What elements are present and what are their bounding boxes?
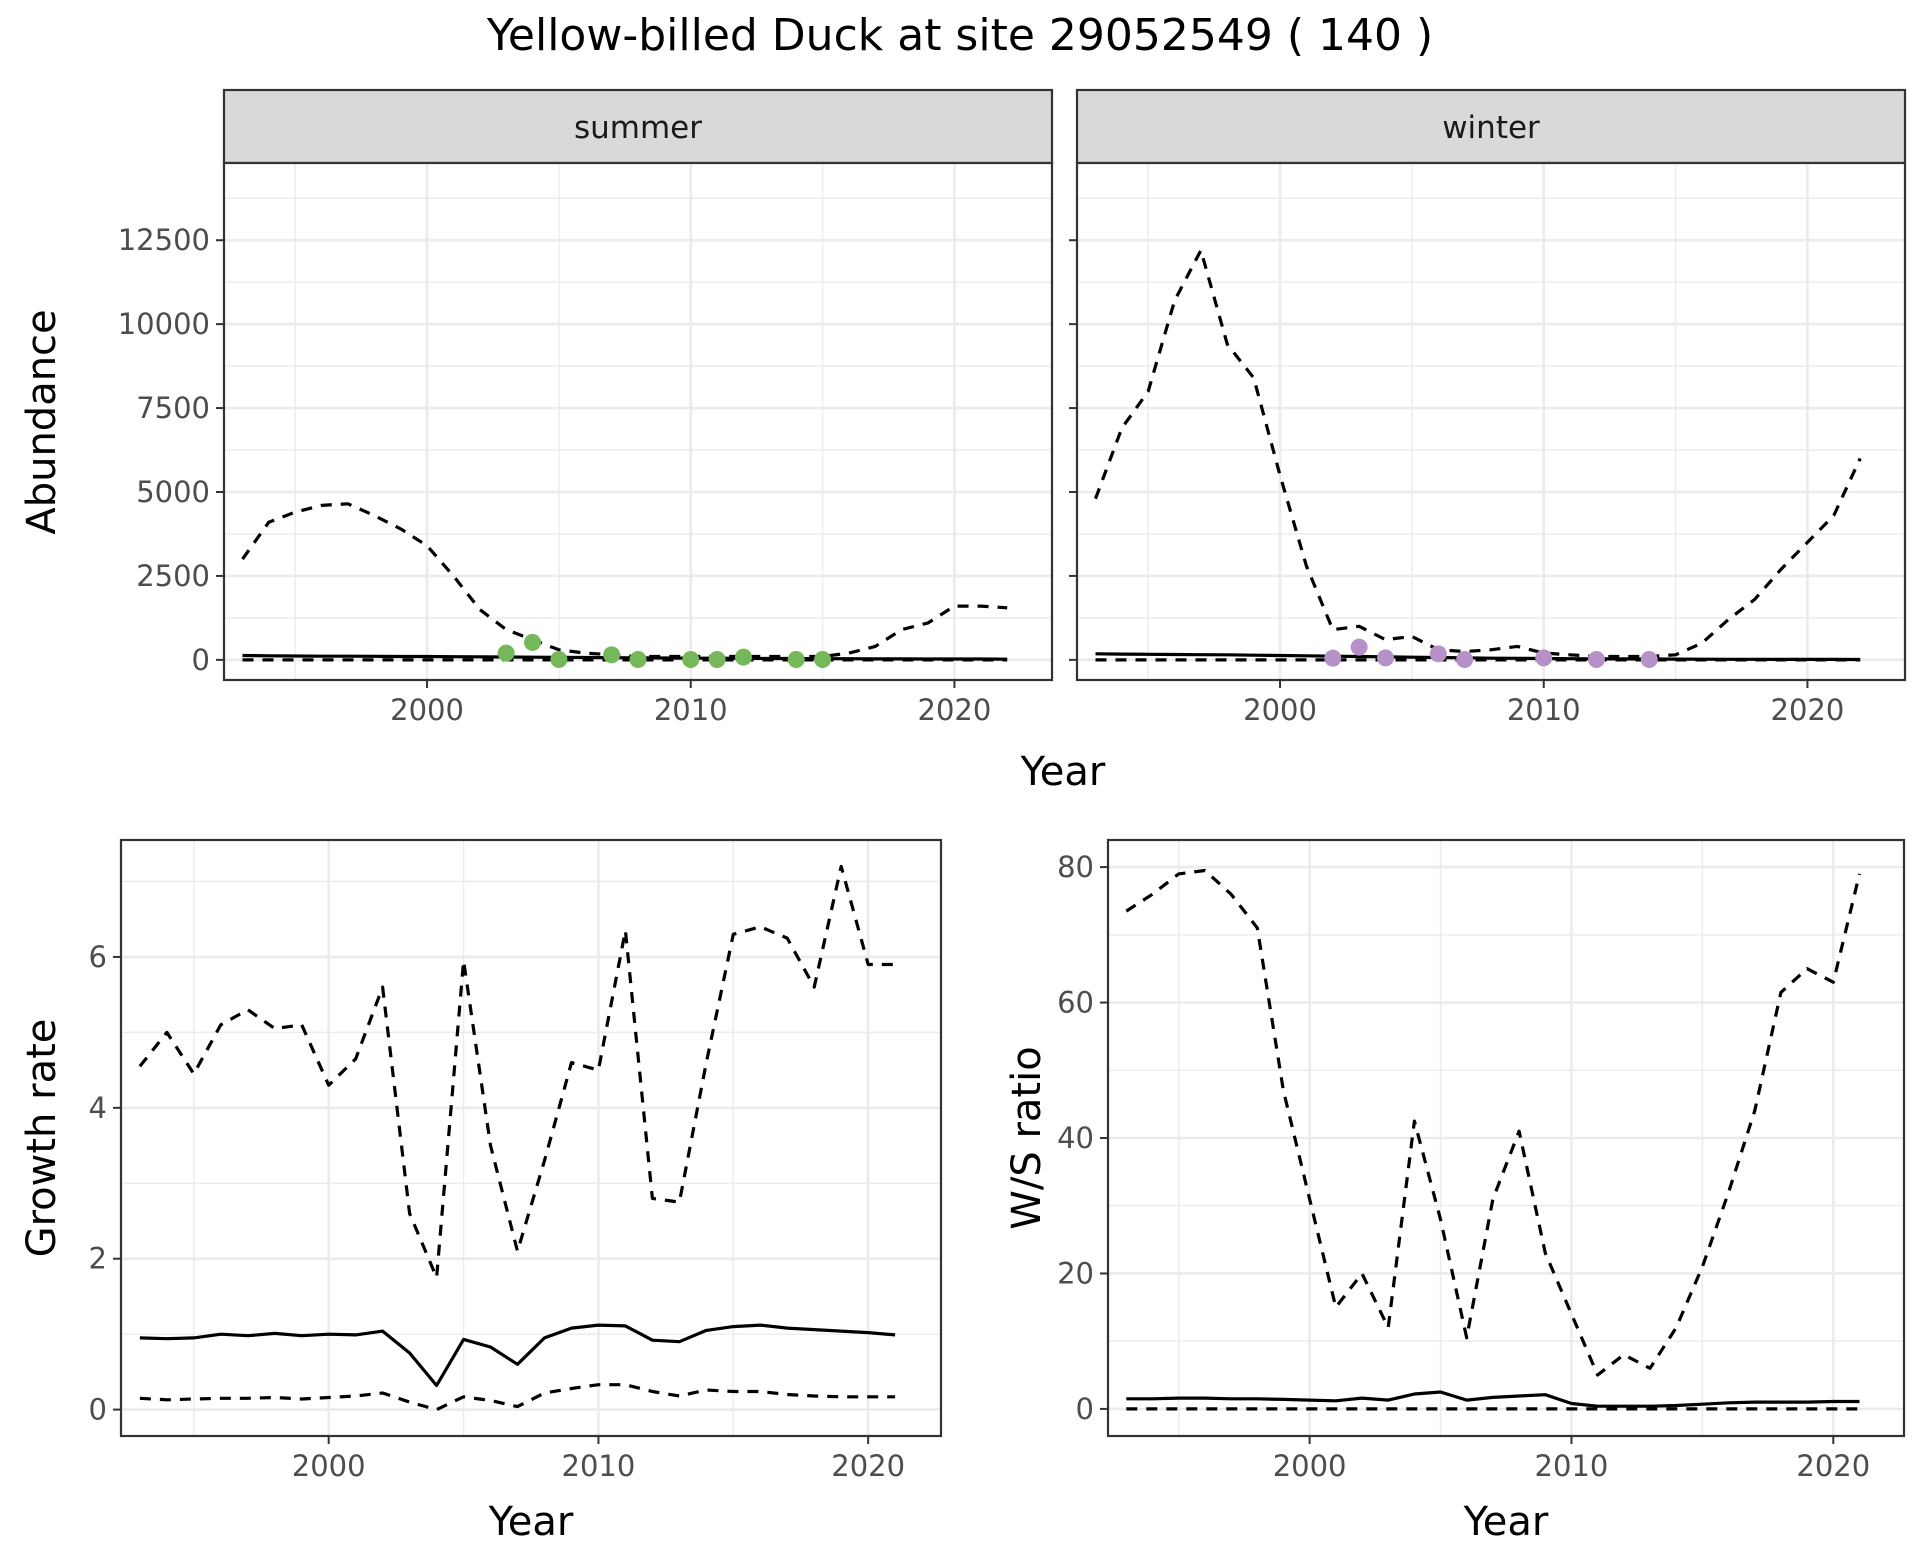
fitted-line [1095, 652, 1861, 662]
x-tick-label: 2000 [292, 1449, 366, 1483]
x-tick-label: 2020 [1796, 1449, 1870, 1483]
x-tick-label: 2010 [562, 1449, 636, 1483]
panel-border [119, 838, 943, 1438]
y-tick-label: 0 [1076, 1392, 1094, 1426]
observation-point [1429, 645, 1447, 663]
y-tick-label: 12500 [118, 223, 210, 257]
facet-label: summer [574, 110, 702, 146]
facet-strip [1075, 88, 1907, 165]
observation-point [1456, 651, 1474, 669]
observation-point [603, 646, 621, 664]
panel-border [222, 161, 1054, 682]
facet-strip [222, 88, 1054, 165]
x-tick-label: 2020 [1771, 693, 1845, 727]
y-tick-label: 40 [1057, 1121, 1094, 1155]
y-tick-label: 7500 [136, 391, 210, 425]
y-tick-label: 20 [1057, 1256, 1094, 1290]
observation-point [1350, 638, 1368, 656]
observation-point [814, 651, 832, 669]
plot-background [121, 840, 941, 1436]
x-tick-label: 2000 [390, 693, 464, 727]
plot-background [1077, 163, 1905, 680]
observation-point [497, 644, 515, 662]
x-tick-label: 2020 [831, 1449, 905, 1483]
observation-point [708, 651, 726, 669]
y-tick-label: 10000 [118, 307, 210, 341]
observation-point [550, 651, 568, 669]
observation-point [734, 648, 752, 666]
observation-point [1324, 649, 1342, 667]
x-tick-label: 2010 [1535, 1449, 1609, 1483]
upper-bound-line [138, 864, 896, 1280]
facet-label: winter [1442, 110, 1540, 146]
y-axis-title: Growth rate [19, 1019, 65, 1258]
x-axis-title: Year [1463, 1499, 1549, 1545]
upper-bound-line [1125, 868, 1862, 1377]
facet-summer: summer 2000 2010 2020 0 2500 5000 7500 10000 1250… [118, 88, 1054, 727]
y-tick-label: 5000 [136, 475, 210, 509]
plot-background [224, 163, 1052, 680]
y-tick-label: 6 [89, 940, 107, 974]
fitted-line [139, 1323, 896, 1388]
x-tick-label: 2000 [1273, 1449, 1347, 1483]
y-tick-label: 0 [89, 1393, 107, 1427]
observation-point [1640, 651, 1658, 669]
upper-bound-line [1094, 248, 1862, 659]
x-tick-label: 2000 [1243, 693, 1317, 727]
y-tick-label: 0 [192, 643, 210, 677]
lower-bound-line [139, 1383, 896, 1412]
x-tick-label: 2020 [918, 693, 992, 727]
observation-point [682, 651, 700, 669]
y-tick-label: 2 [89, 1242, 107, 1276]
observation-point [1535, 649, 1553, 667]
y-tick-label: 80 [1057, 850, 1094, 884]
observation-point [1377, 649, 1395, 667]
x-tick-label: 2010 [1507, 693, 1581, 727]
y-axis-title: Abundance [19, 309, 65, 534]
facet-winter: winter 2000 2010 2020 [1069, 88, 1907, 727]
y-tick-label: 60 [1057, 986, 1094, 1020]
y-tick-label: 4 [89, 1091, 107, 1125]
x-tick-label: 2010 [654, 693, 728, 727]
fitted-line [1126, 1390, 1860, 1408]
observation-point [524, 633, 542, 651]
ws-ratio-panel: 2000 2010 2020 0 20 40 60 80 Year W/S ratio [1004, 838, 1906, 1545]
y-axis-title: W/S ratio [1004, 1046, 1050, 1229]
panel-border [1075, 161, 1907, 682]
observation-point [1587, 651, 1605, 669]
fitted-line [242, 653, 1008, 661]
x-axis-title: Year [1020, 749, 1106, 795]
growth-rate-panel: 2000 2010 2020 0 2 4 6 Year Growth rate [19, 838, 943, 1545]
observation-point [629, 651, 647, 669]
y-tick-label: 2500 [136, 559, 210, 593]
observation-point [787, 651, 805, 669]
figure-title: Yellow-billed Duck at site 29052549 ( 14… [486, 10, 1433, 61]
panel-border [1106, 838, 1906, 1438]
abundance-panel: summer 2000 2010 2020 0 2500 5000 7500 10000 1250… [19, 88, 1907, 795]
x-axis-title: Year [488, 1499, 574, 1545]
